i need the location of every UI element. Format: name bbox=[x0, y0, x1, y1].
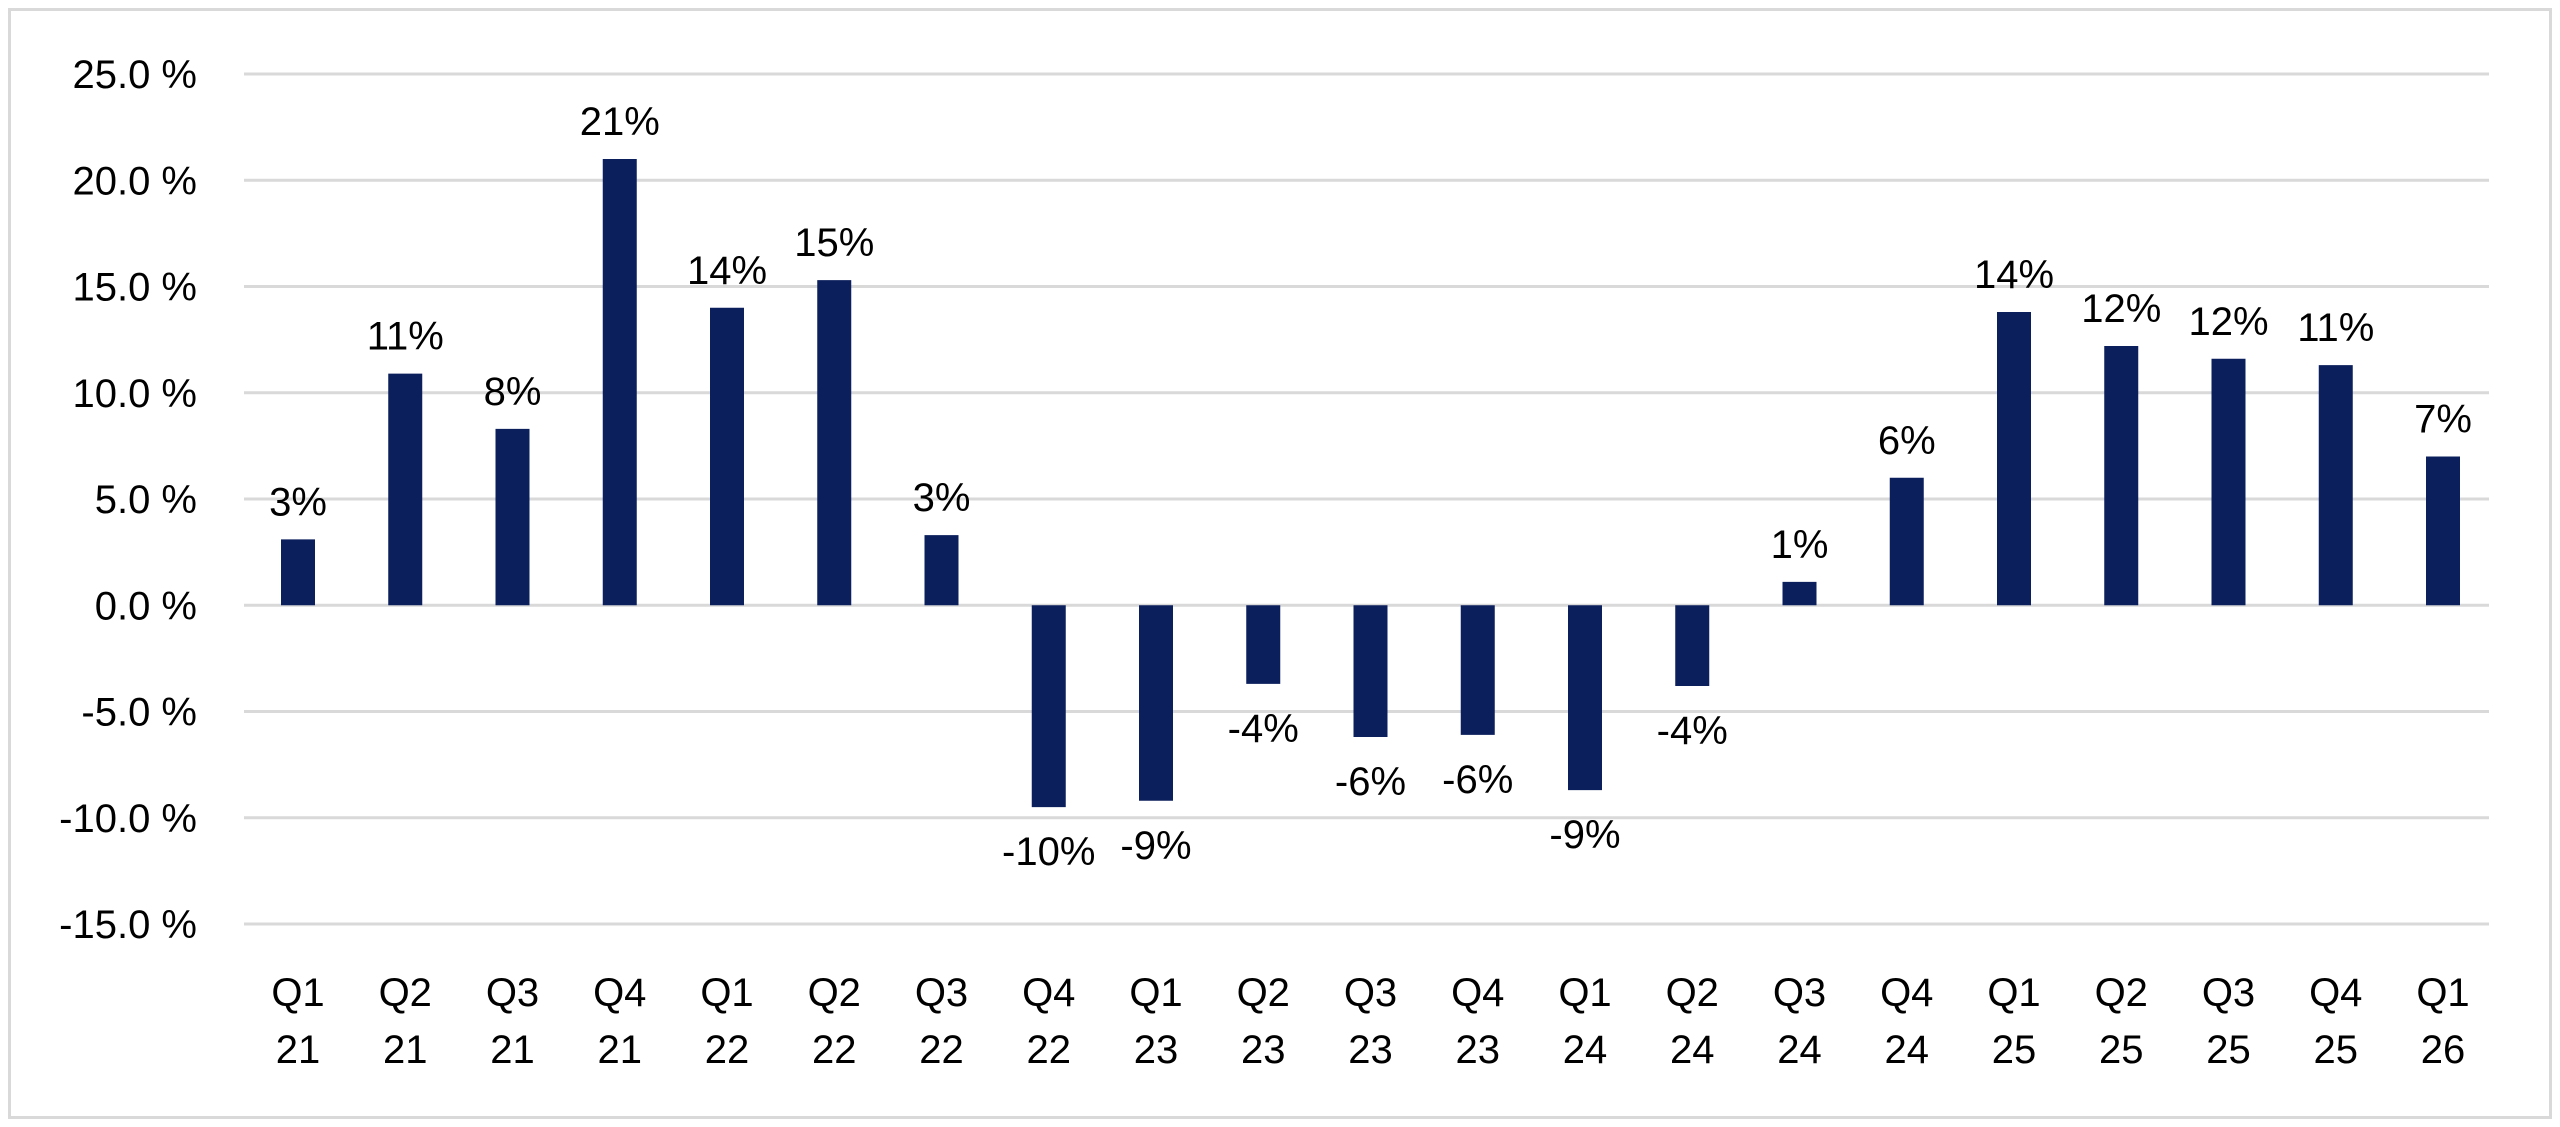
y-tick-label: 20.0 % bbox=[72, 159, 197, 203]
x-tick-label-year: 23 bbox=[1134, 1028, 1179, 1072]
x-tick-label-quarter: Q1 bbox=[1558, 971, 1611, 1015]
x-tick-label-quarter: Q1 bbox=[1987, 971, 2040, 1015]
bar bbox=[495, 428, 530, 606]
data-label: 11% bbox=[367, 315, 444, 359]
x-tick-label-year: 21 bbox=[598, 1028, 643, 1072]
bar bbox=[281, 539, 315, 606]
x-tick-label-year: 23 bbox=[1348, 1028, 1393, 1072]
x-tick-label-quarter: Q4 bbox=[593, 971, 646, 1015]
x-tick-label-year: 22 bbox=[705, 1028, 750, 1072]
bar bbox=[1031, 605, 1066, 808]
y-tick-label: 10.0 % bbox=[72, 372, 197, 416]
x-tick-label-quarter: Q2 bbox=[1237, 971, 1290, 1015]
x-tick-label-quarter: Q3 bbox=[2202, 971, 2255, 1015]
y-tick-label: 0.0 % bbox=[95, 584, 197, 628]
data-label: 21% bbox=[580, 100, 660, 144]
bar bbox=[388, 373, 423, 606]
bar bbox=[1139, 605, 1173, 801]
y-tick-label: 5.0 % bbox=[95, 478, 197, 522]
x-tick-label-year: 23 bbox=[1241, 1028, 1286, 1072]
data-label: 12% bbox=[2081, 287, 2161, 331]
x-tick-label-quarter: Q1 bbox=[271, 971, 324, 1015]
x-tick-label-quarter: Q2 bbox=[808, 971, 861, 1015]
x-tick-label-quarter: Q3 bbox=[486, 971, 539, 1015]
bar bbox=[1460, 605, 1495, 735]
data-label: 3% bbox=[269, 480, 327, 524]
bar bbox=[602, 159, 637, 606]
x-tick-label-year: 22 bbox=[812, 1028, 857, 1072]
bar bbox=[1782, 581, 1817, 606]
x-tick-label-quarter: Q4 bbox=[1022, 971, 1075, 1015]
x-tick-label-year: 22 bbox=[1027, 1028, 1072, 1072]
x-tick-label-year: 21 bbox=[490, 1028, 535, 1072]
x-tick-label-year: 21 bbox=[383, 1028, 428, 1072]
x-tick-label-quarter: Q2 bbox=[1666, 971, 1719, 1015]
data-label: 1% bbox=[1771, 523, 1829, 567]
bar bbox=[1568, 605, 1602, 791]
x-tick-label-quarter: Q1 bbox=[700, 971, 753, 1015]
data-label: -9% bbox=[1549, 813, 1620, 857]
x-tick-label-quarter: Q2 bbox=[379, 971, 432, 1015]
y-tick-label: -5.0 % bbox=[81, 691, 197, 735]
bar bbox=[817, 280, 852, 606]
x-tick-label-year: 26 bbox=[2421, 1028, 2466, 1072]
data-label: 3% bbox=[913, 476, 971, 520]
data-label: 11% bbox=[2297, 306, 2374, 350]
bar bbox=[2211, 358, 2246, 606]
bar bbox=[710, 307, 744, 606]
x-tick-label-quarter: Q3 bbox=[1773, 971, 1826, 1015]
x-tick-label-year: 25 bbox=[2099, 1028, 2144, 1072]
bar bbox=[1997, 312, 2031, 606]
x-tick-label-year: 25 bbox=[1992, 1028, 2037, 1072]
y-tick-label: -10.0 % bbox=[59, 797, 197, 841]
x-tick-label-year: 22 bbox=[919, 1028, 964, 1072]
x-tick-label-quarter: Q4 bbox=[1451, 971, 1504, 1015]
bar-chart: 3% 11% 8% 21% 14% 15% 3% -10% -9% -4% -6% -6% -9% -4%… bbox=[59, 53, 2489, 1072]
bar bbox=[1246, 605, 1281, 684]
bar bbox=[924, 535, 959, 606]
y-tick-label: -15.0 % bbox=[59, 903, 197, 947]
data-label: -4% bbox=[1657, 709, 1728, 753]
y-axis-ticks: 25.0 % 20.0 % 15.0 % 10.0 % 5.0 % 0.0 % -5.0 %… bbox=[59, 53, 197, 947]
x-tick-label-quarter: Q3 bbox=[915, 971, 968, 1015]
y-tick-label: 15.0 % bbox=[72, 266, 197, 310]
bar bbox=[2104, 346, 2139, 606]
x-tick-label-year: 21 bbox=[276, 1028, 321, 1072]
data-label: 8% bbox=[484, 370, 542, 414]
x-tick-label-quarter: Q1 bbox=[1129, 971, 1182, 1015]
x-tick-label-year: 23 bbox=[1456, 1028, 1501, 1072]
x-tick-label-year: 25 bbox=[2314, 1028, 2359, 1072]
bar bbox=[1889, 477, 1924, 606]
x-axis-ticks: Q1 21 Q2 21 Q3 21 Q4 21 Q1 22 Q2 22 Q3 22 Q4 22 Q1 23 Q2 23… bbox=[271, 971, 2469, 1072]
data-labels: 3% 11% 8% 21% 14% 15% 3% -10% -9% -4% -6% -6% -9% -4%… bbox=[269, 100, 2472, 874]
x-tick-label-year: 24 bbox=[1777, 1028, 1822, 1072]
data-label: 14% bbox=[1974, 253, 2054, 297]
x-tick-label-quarter: Q3 bbox=[1344, 971, 1397, 1015]
data-label: -6% bbox=[1442, 758, 1513, 802]
data-label: 6% bbox=[1878, 419, 1936, 463]
bar bbox=[2426, 456, 2460, 606]
data-label: 14% bbox=[687, 249, 767, 293]
x-tick-label-year: 24 bbox=[1563, 1028, 1608, 1072]
data-label: -10% bbox=[1002, 830, 1095, 874]
data-label: 15% bbox=[794, 221, 874, 265]
x-tick-label-quarter: Q1 bbox=[2416, 971, 2469, 1015]
data-label: 12% bbox=[2188, 300, 2268, 344]
data-label: 7% bbox=[2414, 398, 2472, 442]
bar bbox=[1675, 605, 1710, 686]
bars bbox=[281, 159, 2460, 808]
x-tick-label-quarter: Q4 bbox=[2309, 971, 2362, 1015]
x-tick-label-year: 25 bbox=[2206, 1028, 2251, 1072]
x-tick-label-year: 24 bbox=[1885, 1028, 1930, 1072]
x-tick-label-quarter: Q4 bbox=[1880, 971, 1933, 1015]
data-label: -4% bbox=[1228, 707, 1299, 751]
chart-frame: 3% 11% 8% 21% 14% 15% 3% -10% -9% -4% -6% -6% -9% -4%… bbox=[8, 8, 2552, 1119]
x-tick-label-quarter: Q2 bbox=[2095, 971, 2148, 1015]
data-label: -9% bbox=[1120, 824, 1191, 868]
data-label: -6% bbox=[1335, 760, 1406, 804]
y-tick-label: 25.0 % bbox=[72, 53, 197, 97]
x-tick-label-year: 24 bbox=[1670, 1028, 1715, 1072]
bar bbox=[1353, 605, 1388, 737]
bar bbox=[2318, 365, 2353, 606]
